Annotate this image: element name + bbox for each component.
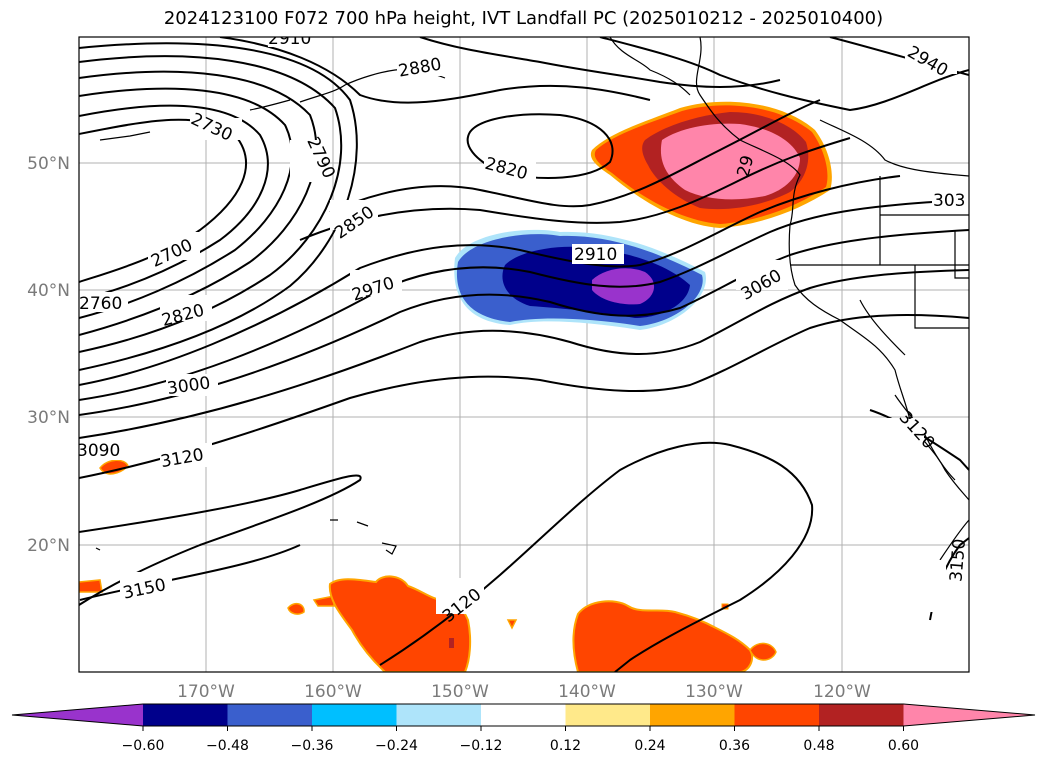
colorbar-tick-label: −0.48 [206,738,249,754]
colorbar-segment [819,704,904,726]
colorbar-tick-label: −0.12 [460,738,503,754]
contour-labels: 2910 2880 2940 2730 2790 2820 2910 303 2… [77,29,970,627]
colorbar-tick-label: 0.36 [719,738,750,754]
lon-label: 160°W [304,682,362,702]
colorbar-segment [734,704,820,726]
colorbar-tick-label: −0.60 [122,738,165,754]
longitude-labels: 170°W 160°W 150°W 140°W 130°W 120°W [177,682,871,702]
lon-label: 140°W [558,682,616,702]
contour-label: 303 [933,191,965,211]
contour-label: 2910 [574,245,617,265]
colorbar-tick-label: 0.48 [803,738,834,754]
colorbar-segment [143,704,228,726]
lat-label: 20°N [27,536,70,556]
colorbar-tick-label: −0.36 [291,738,334,754]
contour-label: 2760 [79,294,122,314]
lat-label: 50°N [27,154,70,174]
contour-label: 3150 [946,538,970,583]
lon-label: 170°W [177,682,235,702]
lat-label: 40°N [27,281,70,301]
colorbar-segment [650,704,735,726]
lat-label: 30°N [27,408,70,428]
colorbar-tick-label: −0.24 [375,738,418,754]
height-contours [79,37,969,672]
map-title: 2024123100 F072 700 hPa height, IVT Land… [163,8,884,29]
colorbar-segment [312,704,397,726]
colorbar-tick-label: 0.12 [550,738,581,754]
colorbar-segment [565,704,651,726]
lon-label: 120°W [813,682,871,702]
lon-label: 130°W [685,682,743,702]
map-plot-area: 2910 2880 2940 2730 2790 2820 2910 303 2… [77,29,970,672]
latitude-labels: 50°N 40°N 30°N 20°N [27,154,70,556]
ivt-positive-region [590,101,832,228]
colorbar-extend-min [12,704,143,726]
ivt-negative-region [454,229,706,330]
lon-label: 150°W [431,682,489,702]
contour-label: 2910 [268,29,311,49]
colorbar-segment [481,704,566,726]
colorbar-tick-label: 0.60 [888,738,919,754]
contour-label: 3090 [77,441,120,461]
colorbar-tick-label: 0.24 [634,738,665,754]
colorbar-segment [227,704,313,726]
colorbar: −0.60 −0.48 −0.36 −0.24 −0.12 0.12 0.24 0.36 0.4… [11,703,1036,754]
colorbar-segment [396,704,482,726]
ivt-positive-small-regions [79,459,777,672]
colorbar-extend-max [903,704,1035,726]
map-frame [78,36,970,673]
